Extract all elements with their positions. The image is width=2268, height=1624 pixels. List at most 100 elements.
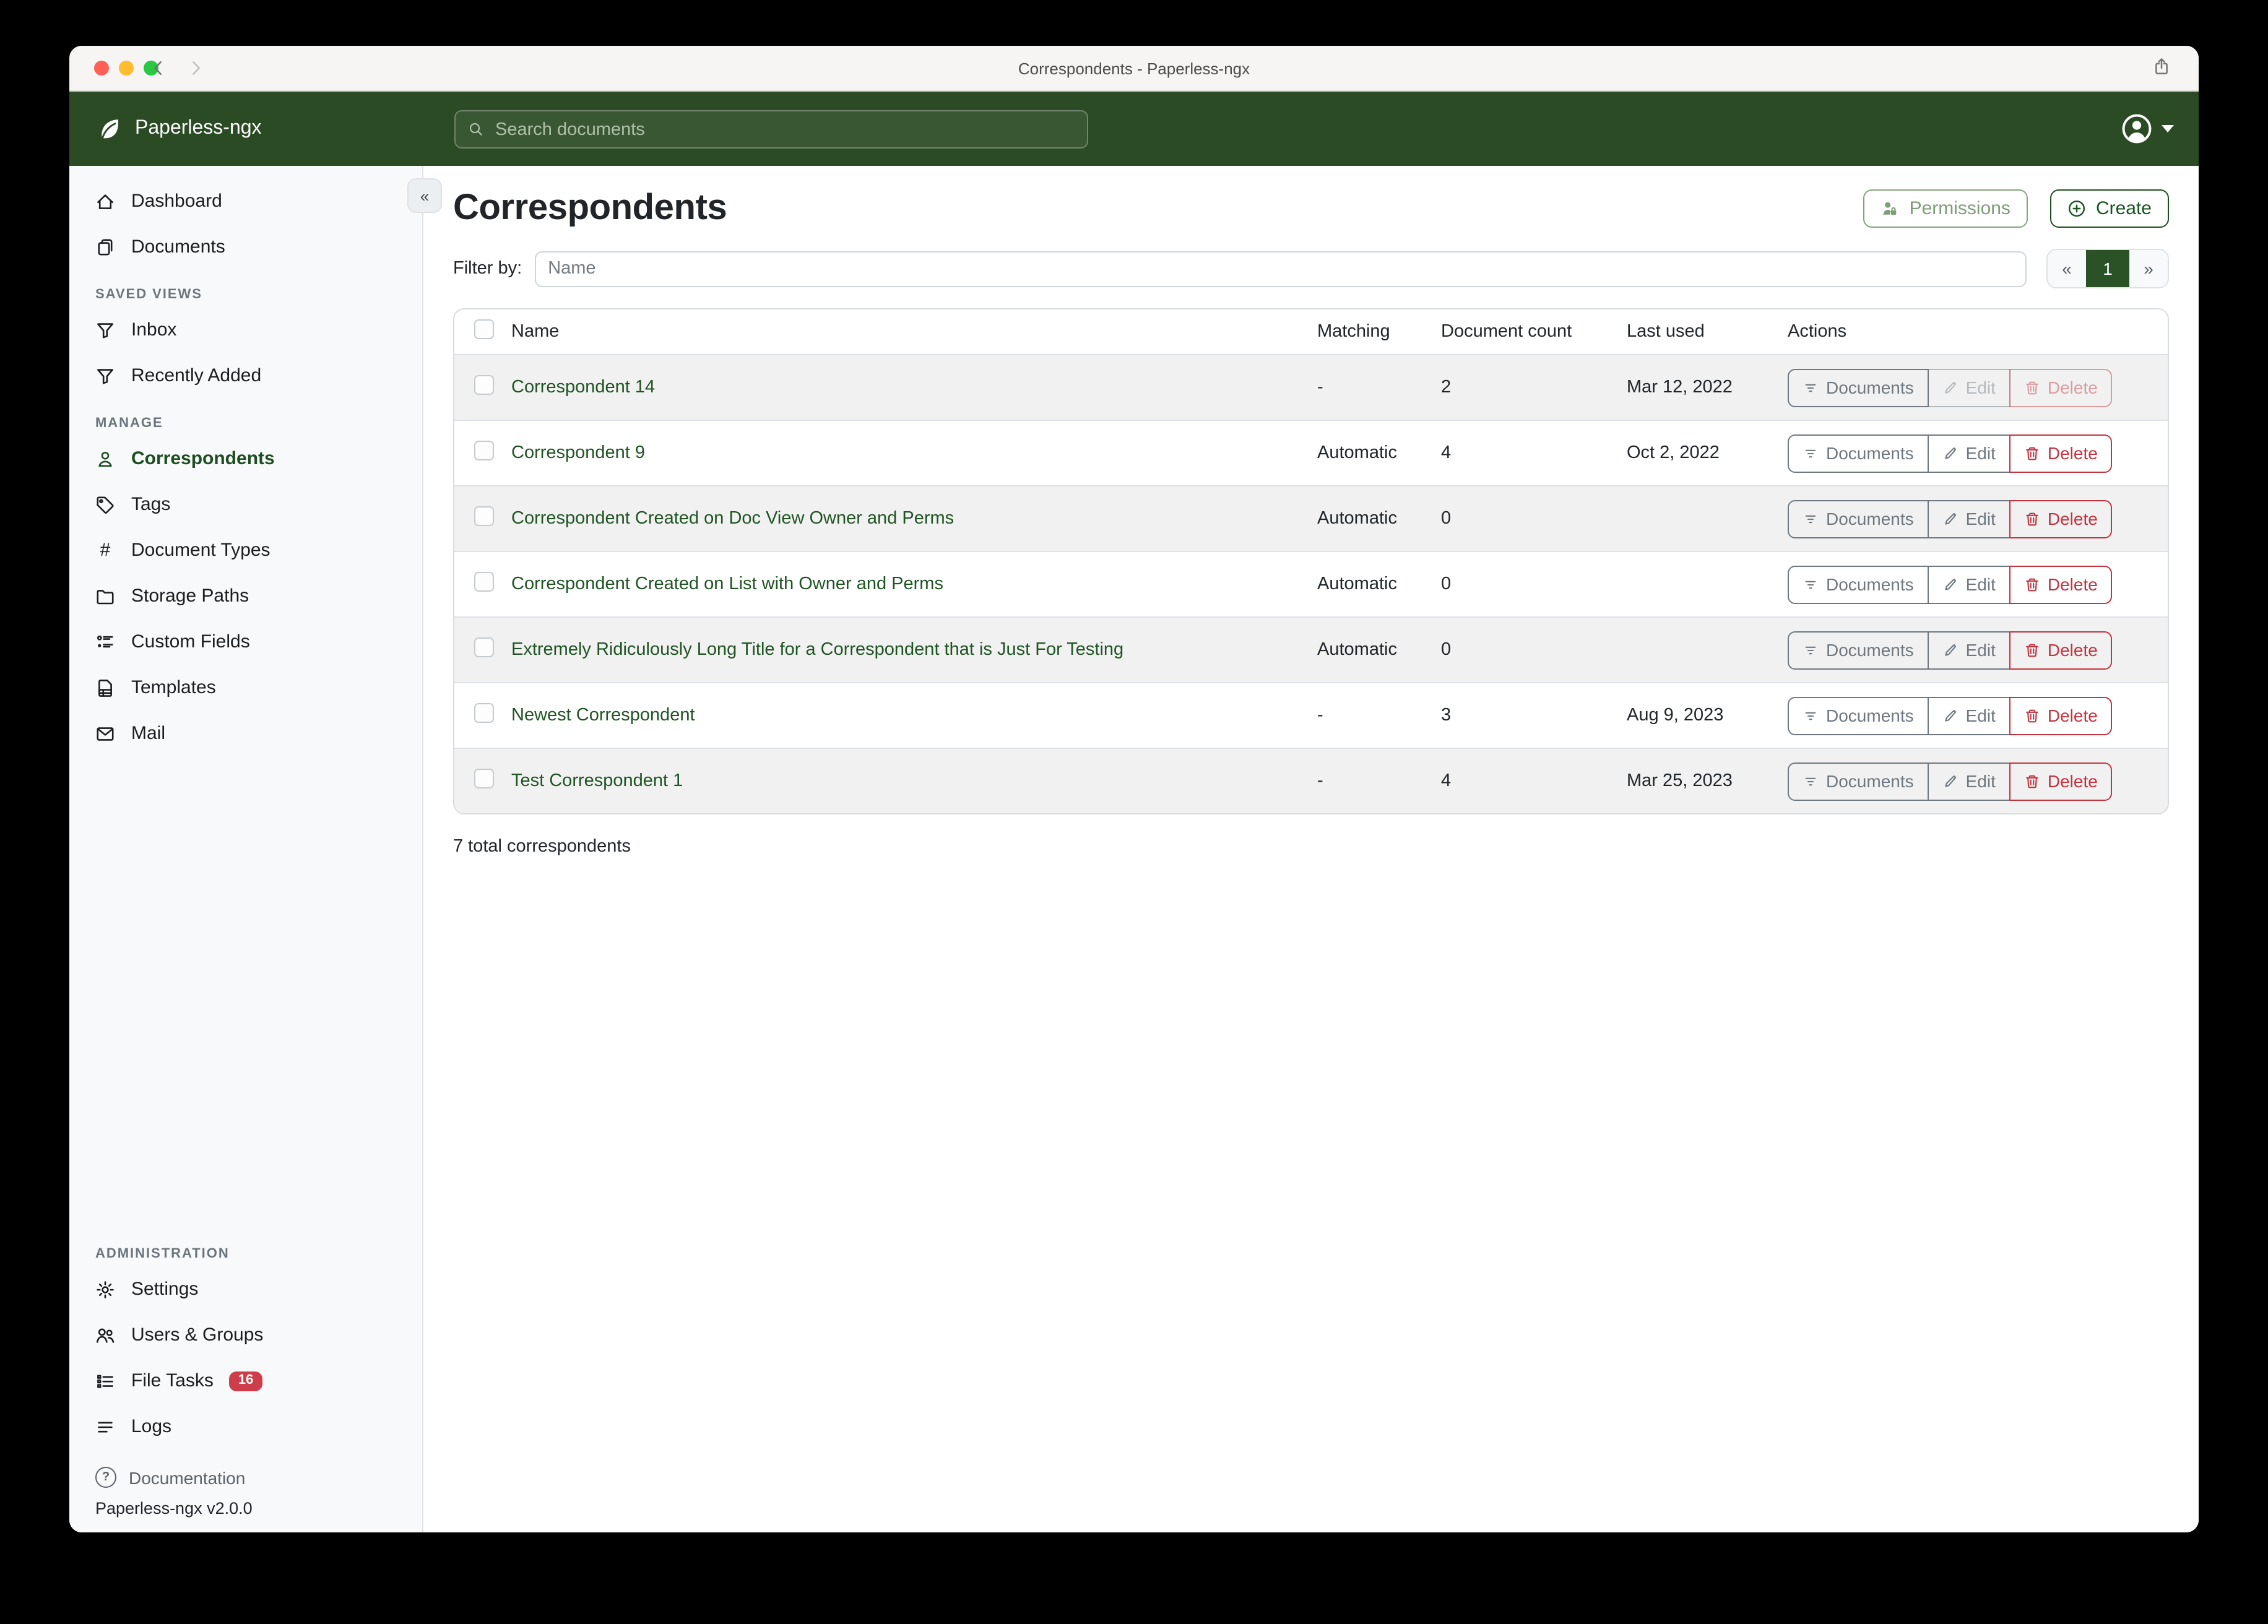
- permissions-button[interactable]: Permissions: [1863, 189, 2028, 228]
- main-content: Correspondents Permissions Create Filte: [423, 166, 2199, 1532]
- col-header-matching[interactable]: Matching: [1317, 309, 1441, 354]
- pagination: « 1 »: [2046, 249, 2169, 288]
- correspondent-link[interactable]: Correspondent Created on Doc View Owner …: [511, 509, 954, 529]
- back-icon[interactable]: [149, 58, 168, 78]
- sidebar-item-storage-paths[interactable]: Storage Paths: [69, 573, 422, 619]
- template-file-icon: [98, 679, 112, 696]
- edit-button[interactable]: Edit: [1927, 696, 2010, 735]
- search-input[interactable]: [493, 118, 1087, 140]
- sidebar: Dashboard Documents SAVED VIEWS Inbox Re…: [69, 166, 423, 1532]
- sidebar-item-templates[interactable]: Templates: [69, 665, 422, 710]
- edit-button[interactable]: Edit: [1927, 631, 2010, 669]
- select-all-checkbox[interactable]: [474, 319, 494, 339]
- window-title: Correspondents - Paperless-ngx: [1018, 59, 1250, 77]
- filter-icon: [1805, 777, 1816, 785]
- delete-button[interactable]: Delete: [2009, 762, 2113, 800]
- pagination-page-1[interactable]: 1: [2086, 250, 2129, 287]
- sidebar-item-inbox[interactable]: Inbox: [69, 307, 422, 353]
- sidebar-item-recently-added[interactable]: Recently Added: [69, 353, 422, 399]
- sidebar-item-label: Inbox: [131, 319, 177, 340]
- sidebar-item-label: Logs: [131, 1416, 172, 1437]
- trash-icon: [2026, 774, 2038, 788]
- row-checkbox[interactable]: [474, 769, 494, 788]
- minimize-window-button[interactable]: [119, 61, 134, 76]
- sidebar-item-custom-fields[interactable]: Custom Fields: [69, 619, 422, 665]
- forward-icon[interactable]: [186, 58, 206, 78]
- documents-button[interactable]: Documents: [1788, 565, 1929, 603]
- sidebar-collapse-button[interactable]: «: [407, 178, 442, 213]
- documents-button[interactable]: Documents: [1788, 631, 1929, 669]
- correspondent-link[interactable]: Newest Correspondent: [511, 706, 695, 725]
- sidebar-item-documents[interactable]: Documents: [69, 224, 422, 270]
- documents-button[interactable]: Documents: [1788, 499, 1929, 538]
- gear-icon: [97, 1281, 114, 1298]
- delete-button[interactable]: Delete: [2009, 631, 2113, 669]
- edit-button[interactable]: Edit: [1927, 434, 2010, 472]
- correspondent-link[interactable]: Correspondent 14: [511, 378, 656, 397]
- trash-icon: [2026, 512, 2038, 525]
- delete-button[interactable]: Delete: [2009, 696, 2113, 735]
- delete-button[interactable]: Delete: [2009, 368, 2113, 407]
- last-used-value: [1627, 616, 1788, 682]
- close-window-button[interactable]: [94, 61, 109, 76]
- filter-name-input[interactable]: [534, 251, 2027, 287]
- sidebar-item-file-tasks[interactable]: File Tasks 16: [69, 1358, 422, 1404]
- delete-button[interactable]: Delete: [2009, 565, 2113, 603]
- share-icon[interactable]: [2152, 57, 2171, 77]
- brand-label: Paperless-ngx: [135, 118, 262, 139]
- sidebar-item-label: Documentation: [129, 1467, 246, 1487]
- pencil-icon: [1944, 446, 1956, 459]
- documents-button[interactable]: Documents: [1788, 696, 1929, 735]
- pagination-prev[interactable]: «: [2048, 250, 2086, 287]
- brand[interactable]: Paperless-ngx: [97, 116, 262, 142]
- row-checkbox[interactable]: [474, 572, 494, 592]
- sidebar-item-documentation[interactable]: ? Documentation: [69, 1467, 422, 1488]
- pencil-icon: [1944, 577, 1956, 590]
- sidebar-item-users-groups[interactable]: Users & Groups: [69, 1312, 422, 1358]
- edit-button[interactable]: Edit: [1927, 499, 2010, 538]
- delete-button[interactable]: Delete: [2009, 499, 2113, 538]
- row-checkbox[interactable]: [474, 375, 494, 395]
- sidebar-item-document-types[interactable]: # Document Types: [69, 527, 422, 573]
- documents-button[interactable]: Documents: [1788, 762, 1929, 800]
- edit-button[interactable]: Edit: [1927, 368, 2010, 407]
- col-header-count[interactable]: Document count: [1441, 309, 1627, 354]
- last-used-value: [1627, 551, 1788, 616]
- sidebar-item-tags[interactable]: Tags: [69, 482, 422, 527]
- sidebar-item-mail[interactable]: Mail: [69, 710, 422, 756]
- pagination-next[interactable]: »: [2129, 250, 2168, 287]
- correspondent-link[interactable]: Extremely Ridiculously Long Title for a …: [511, 640, 1124, 660]
- table-row: Correspondent Created on Doc View Owner …: [454, 485, 2168, 551]
- sidebar-item-label: Storage Paths: [131, 585, 249, 607]
- create-button[interactable]: Create: [2049, 189, 2169, 228]
- sidebar-item-label: File Tasks: [131, 1370, 214, 1391]
- table-row: Extremely Ridiculously Long Title for a …: [454, 616, 2168, 682]
- sidebar-item-label: Templates: [131, 677, 216, 698]
- delete-button[interactable]: Delete: [2009, 434, 2113, 472]
- row-checkbox[interactable]: [474, 637, 494, 657]
- correspondent-link[interactable]: Correspondent Created on List with Owner…: [511, 574, 943, 594]
- sidebar-item-settings[interactable]: Settings: [69, 1266, 422, 1312]
- sidebar-item-logs[interactable]: Logs: [69, 1404, 422, 1449]
- person-lock-icon: [1883, 202, 1897, 215]
- col-header-name[interactable]: Name: [511, 309, 1317, 354]
- edit-button[interactable]: Edit: [1927, 565, 2010, 603]
- sidebar-item-dashboard[interactable]: Dashboard: [69, 178, 422, 224]
- pencil-icon: [1944, 643, 1956, 655]
- user-menu[interactable]: [2121, 92, 2174, 166]
- col-header-last-used[interactable]: Last used: [1627, 309, 1788, 354]
- documents-button[interactable]: Documents: [1788, 434, 1929, 472]
- sidebar-item-label: Custom Fields: [131, 631, 250, 652]
- caret-down-icon: [2162, 125, 2174, 132]
- documents-button[interactable]: Documents: [1788, 368, 1929, 407]
- count-value: 3: [1441, 682, 1627, 748]
- sidebar-item-correspondents[interactable]: Correspondents: [69, 436, 422, 482]
- leaf-logo-icon: [102, 118, 119, 139]
- row-checkbox[interactable]: [474, 441, 494, 460]
- edit-button[interactable]: Edit: [1927, 762, 2010, 800]
- row-checkbox[interactable]: [474, 703, 494, 723]
- filter-icon: [1805, 449, 1816, 457]
- row-checkbox[interactable]: [474, 506, 494, 526]
- correspondent-link[interactable]: Test Correspondent 1: [511, 771, 683, 791]
- correspondent-link[interactable]: Correspondent 9: [511, 443, 646, 463]
